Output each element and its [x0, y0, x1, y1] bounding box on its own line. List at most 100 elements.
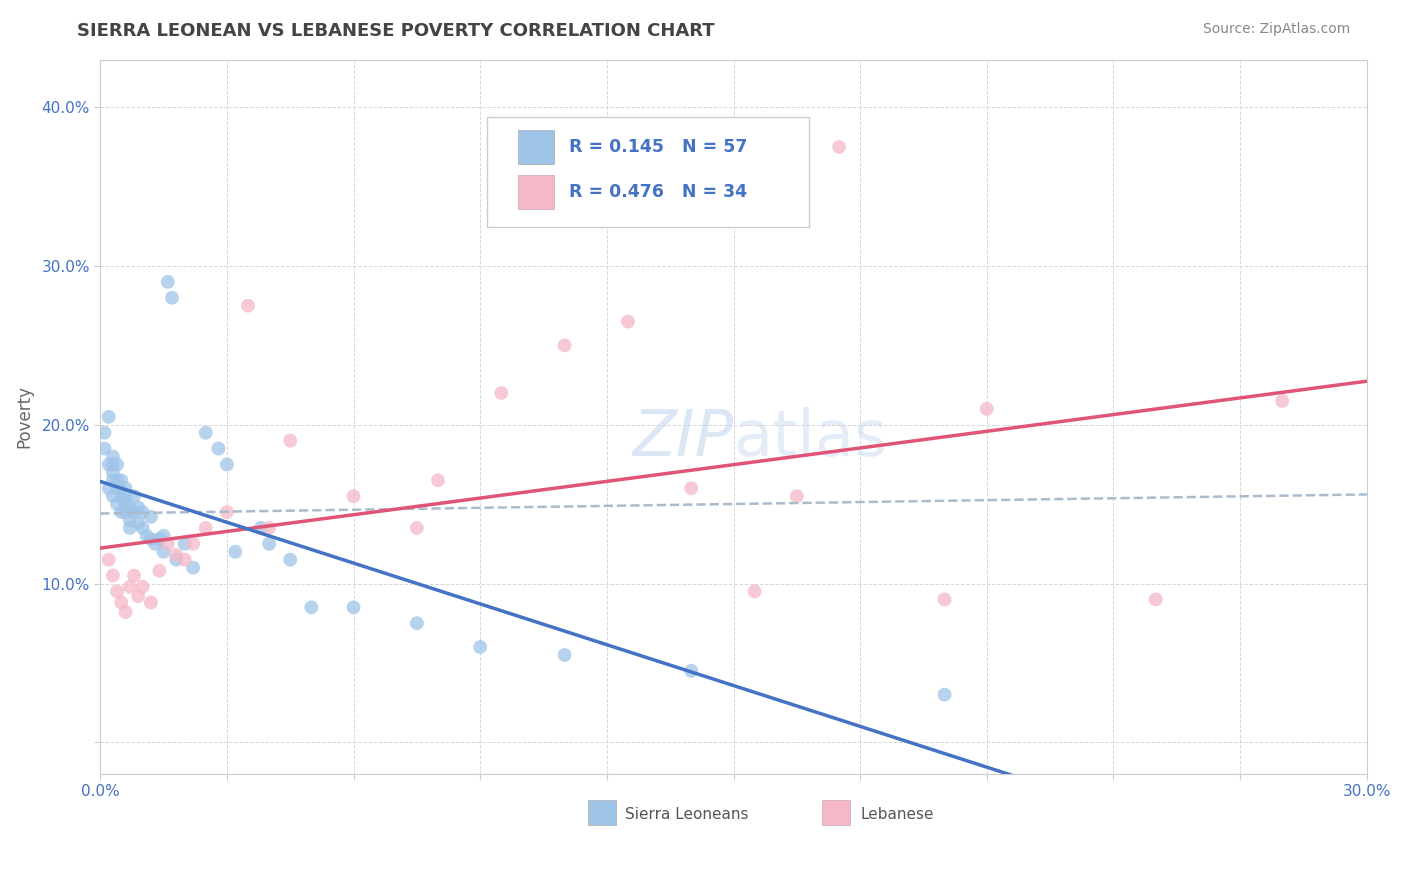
Text: SIERRA LEONEAN VS LEBANESE POVERTY CORRELATION CHART: SIERRA LEONEAN VS LEBANESE POVERTY CORRE…	[77, 22, 716, 40]
Point	[491, 386, 513, 401]
Point	[224, 545, 246, 559]
Point	[976, 401, 998, 416]
Point	[131, 521, 153, 535]
Point	[194, 521, 217, 535]
Point	[207, 442, 229, 456]
Point	[681, 481, 703, 495]
Text: R = 0.145   N = 57: R = 0.145 N = 57	[569, 138, 747, 156]
Point	[786, 489, 808, 503]
Point	[681, 664, 703, 678]
Point	[101, 489, 124, 503]
Point	[122, 489, 145, 503]
Bar	[588, 800, 616, 825]
Point	[131, 505, 153, 519]
Point	[194, 425, 217, 440]
Point	[93, 425, 115, 440]
Point	[139, 509, 162, 524]
Point	[122, 568, 145, 582]
Point	[118, 580, 141, 594]
Point	[118, 521, 141, 535]
Point	[97, 458, 120, 472]
Text: Lebanese: Lebanese	[860, 806, 934, 822]
Point	[148, 532, 170, 546]
Point	[278, 434, 301, 448]
Point	[470, 640, 492, 654]
Point	[143, 537, 166, 551]
Point	[828, 140, 851, 154]
Point	[173, 537, 195, 551]
Point	[148, 564, 170, 578]
Point	[97, 409, 120, 424]
Point	[127, 589, 149, 603]
Point	[114, 497, 136, 511]
Point	[181, 560, 204, 574]
Text: Sierra Leoneans: Sierra Leoneans	[624, 806, 748, 822]
Point	[118, 513, 141, 527]
Point	[105, 584, 128, 599]
FancyBboxPatch shape	[486, 117, 810, 227]
Point	[249, 521, 271, 535]
Bar	[519, 175, 554, 210]
Point	[97, 481, 120, 495]
Point	[934, 592, 956, 607]
Point	[1271, 393, 1294, 408]
Point	[110, 473, 132, 487]
Point	[135, 529, 157, 543]
Point	[139, 596, 162, 610]
Point	[131, 580, 153, 594]
Point	[114, 605, 136, 619]
Point	[127, 500, 149, 515]
Point	[101, 458, 124, 472]
Text: atlas: atlas	[734, 408, 887, 469]
Point	[93, 442, 115, 456]
Point	[97, 552, 120, 566]
Point	[342, 600, 364, 615]
Point	[110, 596, 132, 610]
Point	[299, 600, 322, 615]
Point	[114, 481, 136, 495]
Point	[617, 314, 640, 328]
Point	[278, 552, 301, 566]
Point	[1144, 592, 1167, 607]
Point	[114, 505, 136, 519]
Point	[105, 481, 128, 495]
Bar	[823, 800, 851, 825]
Point	[173, 552, 195, 566]
Point	[934, 688, 956, 702]
Point	[342, 489, 364, 503]
Point	[110, 505, 132, 519]
Point	[156, 275, 179, 289]
Point	[118, 500, 141, 515]
Text: R = 0.476   N = 34: R = 0.476 N = 34	[569, 183, 747, 202]
Point	[101, 473, 124, 487]
Point	[215, 458, 238, 472]
Point	[554, 338, 576, 352]
Point	[160, 291, 183, 305]
Point	[554, 648, 576, 662]
Point	[110, 484, 132, 499]
Point	[127, 516, 149, 531]
Point	[427, 473, 450, 487]
Y-axis label: Poverty: Poverty	[15, 385, 32, 449]
Point	[105, 458, 128, 472]
Point	[405, 521, 427, 535]
Point	[236, 299, 259, 313]
Point	[105, 497, 128, 511]
Text: ZIP: ZIP	[633, 408, 734, 469]
Point	[110, 489, 132, 503]
Point	[152, 529, 174, 543]
Point	[405, 616, 427, 631]
Point	[139, 532, 162, 546]
Point	[165, 552, 187, 566]
Point	[257, 537, 280, 551]
Point	[744, 584, 766, 599]
Point	[114, 489, 136, 503]
Text: Source: ZipAtlas.com: Source: ZipAtlas.com	[1202, 22, 1350, 37]
Point	[257, 521, 280, 535]
Bar	[519, 129, 554, 164]
Point	[181, 537, 204, 551]
Point	[101, 568, 124, 582]
Point	[152, 545, 174, 559]
Point	[122, 505, 145, 519]
Point	[156, 537, 179, 551]
